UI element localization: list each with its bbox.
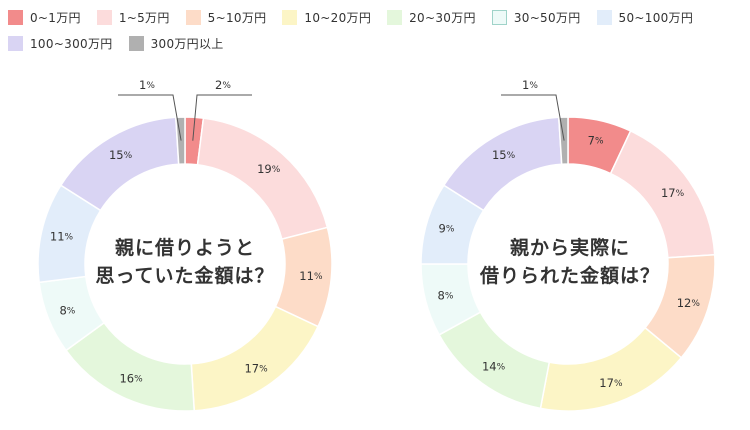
leader-line (192, 94, 252, 141)
leader-line (501, 94, 565, 141)
slice-label: 17% (244, 361, 268, 375)
slice-label: 17% (661, 185, 685, 199)
legend-swatch (491, 9, 507, 25)
slice-label: 11% (50, 229, 74, 243)
legend-label: 300万円以上 (150, 36, 224, 51)
donut-slice (190, 305, 320, 412)
legend-label: 10~20万円 (304, 10, 372, 25)
donut-slice (59, 116, 180, 212)
legend-label: 1~5万円 (118, 10, 170, 25)
donut-slice (442, 116, 563, 212)
donut-slice (557, 116, 569, 165)
slice-label: 11% (299, 268, 323, 282)
legend-swatch (96, 9, 112, 25)
chart-2-title-line-1: 親から実際に (509, 237, 630, 259)
slice-label: 1% (522, 78, 538, 92)
legend-swatch (8, 9, 23, 25)
slice-label: 12% (677, 296, 701, 310)
legend-item-100-300man: 100~300万円 (8, 35, 113, 52)
slice-label: 15% (109, 148, 133, 162)
slice-label: 14% (482, 359, 506, 373)
slice-label: 8% (438, 288, 454, 302)
legend-item-1-5man: 1~5万円 (96, 9, 170, 26)
legend-label: 100~300万円 (30, 36, 113, 51)
legend-swatch (596, 9, 612, 25)
legend-row-2: 100~300万円 300万円以上 (8, 30, 748, 56)
legend-item-30-50man: 30~50万円 (491, 9, 581, 26)
legend-swatch (282, 9, 298, 25)
legend-label: 0~1万円 (30, 10, 81, 25)
chart-1-title-line-2: 思っていた金額は？ (95, 265, 275, 287)
legend-item-10-20man: 10~20万円 (282, 9, 371, 26)
legend-swatch (128, 35, 144, 51)
legend-item-5-10man: 5~10万円 (185, 9, 267, 26)
donut-slice (196, 117, 329, 241)
legend-swatch (8, 35, 23, 51)
legend-label: 50~100万円 (618, 10, 694, 25)
legend-item-50-100man: 50~100万円 (596, 9, 694, 26)
slice-label: 19% (257, 162, 281, 176)
legend-label: 20~30万円 (409, 10, 476, 25)
slice-label: 1% (139, 78, 155, 92)
legend-item-20-30man: 20~30万円 (387, 9, 476, 26)
legend-item-300man-plus: 300万円以上 (128, 35, 224, 52)
leader-line (118, 94, 182, 141)
chart-2-title-line-2: 借りられた金額は？ (479, 265, 660, 287)
legend: 0~1万円 1~5万円 5~10万円 10~20万円 20~30万円 30~50… (8, 4, 748, 56)
donut-slice (174, 116, 186, 165)
legend-swatch (185, 9, 201, 25)
donut-slice (539, 326, 683, 412)
chart-1-title-line-1: 親に借りようと (114, 237, 255, 259)
chart-1-title: 親に借りようと 思っていた金額は？ (80, 234, 290, 290)
legend-label: 30~50万円 (513, 10, 581, 25)
legend-item-0-1man: 0~1万円 (8, 9, 81, 26)
legend-row-1: 0~1万円 1~5万円 5~10万円 10~20万円 20~30万円 30~50… (8, 4, 748, 30)
legend-label: 5~10万円 (207, 10, 267, 25)
slice-label: 9% (439, 221, 455, 235)
slice-label: 16% (119, 371, 143, 385)
chart-2-title: 親から実際に 借りられた金額は？ (465, 234, 675, 290)
slice-label: 7% (588, 133, 604, 147)
slice-label: 2% (215, 78, 231, 92)
slice-label: 8% (59, 303, 75, 317)
slice-label: 17% (599, 376, 623, 390)
slice-label: 15% (492, 148, 516, 162)
legend-swatch (387, 9, 403, 25)
